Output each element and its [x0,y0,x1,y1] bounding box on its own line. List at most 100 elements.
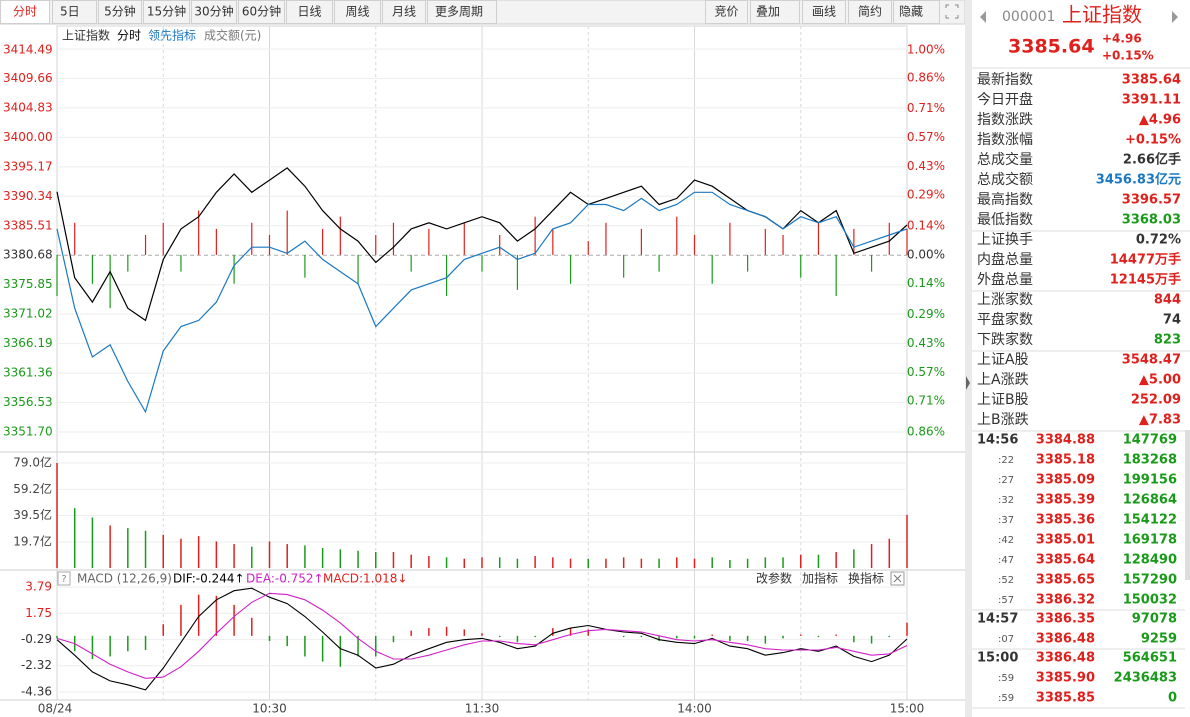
y2-tick-label: 0.29% [907,307,945,321]
tick-time: :37 [998,515,1014,526]
quote-label: 平盘家数 [977,311,1033,328]
toolbar-button[interactable] [0,0,50,24]
y-tick-label: 3361.36 [3,366,53,380]
toolbar-button[interactable] [705,0,748,24]
tick-price: 3386.48 [1036,651,1095,666]
quote-label: 总成交额 [977,171,1033,188]
y-tick-label: 79.0亿 [13,455,52,470]
toolbar-button[interactable] [427,0,497,24]
quote-value: 74 [1163,313,1181,328]
tick-price: 3385.09 [1036,473,1095,488]
x-tick-label: 08/24 [38,702,73,716]
toolbar-label: 更多周期 [435,5,483,19]
x-tick-label: 14:00 [677,702,712,716]
quote-label: 上证换手 [977,231,1033,248]
stock-code: 000001 [1002,9,1055,25]
y-tick-label: 3356.53 [3,395,53,409]
scrollbar[interactable] [1185,430,1190,580]
tick-price: 3385.01 [1036,533,1095,548]
toolbar-button[interactable] [143,0,190,24]
toolbar-label: 竞价 [714,5,738,19]
y-tick-label: -0.29 [21,632,52,646]
y-tick-label: 1.75 [25,606,52,620]
quote-value: 844 [1154,293,1181,308]
tick-time: :27 [998,475,1014,486]
splitter-arrow [966,376,970,390]
quote-value: 3385.64 [1122,73,1181,88]
help-icon-mark: ? [61,574,66,585]
macd-tool[interactable]: 换指标 [848,571,884,586]
y-tick-label: 3390.34 [3,189,53,203]
tick-time: :22 [998,455,1014,466]
toolbar-button[interactable] [750,0,800,24]
tick-volume: 169178 [1123,533,1177,548]
y-tick-label: -2.32 [21,658,52,672]
quote-value: +0.15% [1125,133,1181,148]
toolbar-label: 30分钟 [194,4,233,19]
y-tick-label: 59.2亿 [13,481,52,496]
tick-price: 3385.90 [1036,671,1095,686]
y2-tick-label: 0.29% [907,188,945,202]
y2-tick-label: 0.57% [907,130,945,144]
quote-value: 3548.47 [1122,353,1181,368]
toolbar-button[interactable] [848,0,892,24]
y-tick-label: 3351.70 [3,425,53,439]
y2-tick-label: 0.43% [907,159,945,173]
toolbar-label: 5日 [60,5,80,19]
toolbar-button[interactable] [382,0,426,24]
x-tick-label: 11:30 [465,702,500,716]
quote-value: ▲7.83 [1139,413,1181,428]
quote-value: 0.72% [1136,233,1181,248]
tick-price: 3386.48 [1036,632,1095,647]
tick-price: 3385.64 [1036,553,1095,568]
toolbar-button[interactable] [286,0,333,24]
quote-label: 上涨家数 [977,291,1033,308]
macd-tool[interactable]: 加指标 [802,571,838,586]
quote-label: 最低指数 [977,212,1033,228]
toolbar-label: 周线 [345,5,369,19]
macd-line [56,592,908,679]
toolbar-button[interactable] [98,0,142,24]
y-tick-label: 3395.17 [3,159,53,173]
y-tick-label: 3380.68 [3,248,53,262]
toolbar-button[interactable] [52,0,97,24]
last-price: 3385.64 [1008,36,1095,58]
tick-volume: 147769 [1123,433,1177,448]
tick-price: 3386.32 [1036,593,1095,608]
quote-value: 12145万手 [1110,272,1181,288]
tick-volume: 9259 [1141,632,1177,647]
toolbar-button[interactable] [802,0,846,24]
quote-label: 上证A股 [977,352,1029,368]
macd-value: DIF:-0.244↑ [173,572,245,586]
quote-value: 2.66亿手 [1123,152,1181,168]
expand-icon[interactable] [945,4,959,19]
quote-label: 总成交量 [977,151,1033,168]
close-icon[interactable] [890,571,905,586]
y2-tick-label: 0.71% [907,101,945,115]
toolbar-label: 简约 [858,4,882,19]
prev-arrow[interactable] [980,11,986,23]
quote-label: 外盘总量 [977,271,1033,288]
tick-time: :59 [998,673,1014,684]
tick-volume: 150032 [1123,593,1177,608]
tick-time: :07 [998,634,1014,645]
tick-time: 14:57 [977,612,1018,627]
quote-label: 最高指数 [977,191,1033,208]
toolbar-label: 日线 [297,5,321,19]
toolbar-button[interactable] [238,0,285,24]
y2-tick-label: 1.00% [907,43,945,57]
tick-volume: 564651 [1123,651,1177,666]
toolbar-button[interactable] [334,0,381,24]
tick-price: 3384.88 [1036,433,1095,448]
toolbar-button[interactable] [893,0,940,24]
tick-price: 3385.18 [1036,453,1095,468]
quote-value: ▲4.96 [1139,113,1181,128]
macd-tool[interactable]: 改参数 [756,571,792,586]
legend-entry: 领先指标 [148,28,196,43]
next-arrow[interactable] [1172,11,1178,23]
toolbar-button[interactable] [191,0,237,24]
help-icon[interactable] [57,571,71,586]
quote-label: 指数涨幅 [977,132,1033,148]
panel-splitter[interactable] [965,0,972,717]
